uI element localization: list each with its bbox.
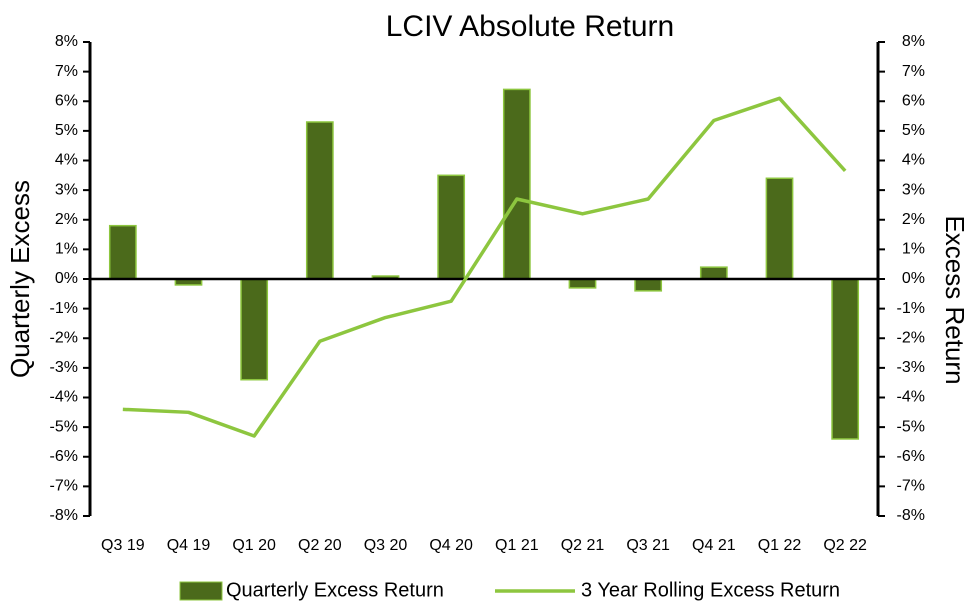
- y2-tick-label: 5%: [902, 122, 925, 139]
- bar: [240, 278, 269, 381]
- y2-tick-label: 8%: [902, 33, 925, 50]
- y-tick-label: 4%: [55, 152, 78, 169]
- bar: [305, 121, 334, 280]
- y-tick-label: 8%: [55, 33, 78, 50]
- x-tick-label: Q3 19: [101, 537, 145, 554]
- y2-tick-label: -7%: [897, 478, 925, 495]
- x-tick-label: Q3 20: [364, 537, 408, 554]
- y-tick-label: -4%: [50, 389, 78, 406]
- y-tick-label: 1%: [55, 241, 78, 258]
- y2-tick-label: -5%: [897, 418, 925, 435]
- bar: [502, 88, 531, 280]
- y2-tick-label: 0%: [902, 270, 925, 287]
- x-tick-label: Q4 21: [692, 537, 736, 554]
- bar: [108, 224, 137, 280]
- x-tick-label: Q3 21: [626, 537, 670, 554]
- legend-swatch: [179, 581, 223, 601]
- x-tick-label: Q1 21: [495, 537, 539, 554]
- y-tick-label: -6%: [50, 448, 78, 465]
- bar: [634, 278, 663, 292]
- y-axis-label: Quarterly Excess: [5, 180, 35, 378]
- y2-tick-label: 1%: [902, 241, 925, 258]
- y-tick-label: 7%: [55, 63, 78, 80]
- bar: [568, 278, 597, 289]
- y2-tick-label: -1%: [897, 300, 925, 317]
- bar: [765, 177, 794, 280]
- x-tick-label: Q1 20: [232, 537, 276, 554]
- y-tick-label: 0%: [55, 270, 78, 287]
- x-tick-label: Q4 20: [429, 537, 473, 554]
- y-tick-label: 2%: [55, 211, 78, 228]
- y2-tick-label: 6%: [902, 92, 925, 109]
- y2-tick-label: -6%: [897, 448, 925, 465]
- line: [122, 96, 847, 438]
- y-tick-label: -5%: [50, 418, 78, 435]
- y2-tick-label: -8%: [897, 507, 925, 524]
- bar: [699, 266, 728, 280]
- y-tick-label: -8%: [50, 507, 78, 524]
- bar: [437, 174, 466, 280]
- x-tick-label: Q1 22: [758, 537, 802, 554]
- y-tick-label: 6%: [55, 92, 78, 109]
- legend-label: Quarterly Excess Return: [226, 579, 444, 601]
- x-tick-label: Q2 22: [823, 537, 867, 554]
- y-tick-label: -7%: [50, 478, 78, 495]
- x-tick-label: Q2 20: [298, 537, 342, 554]
- y2-tick-label: 3%: [902, 181, 925, 198]
- y-tick-label: -1%: [50, 300, 78, 317]
- x-tick-label: Q2 21: [561, 537, 605, 554]
- legend-label: 3 Year Rolling Excess Return: [581, 579, 840, 601]
- x-tick-label: Q4 19: [167, 537, 211, 554]
- y2-tick-label: -4%: [897, 389, 925, 406]
- chart-title: LCIV Absolute Return: [386, 10, 675, 43]
- y-tick-label: 3%: [55, 181, 78, 198]
- bar: [831, 278, 860, 440]
- y-tick-label: 5%: [55, 122, 78, 139]
- y2-tick-label: 7%: [902, 63, 925, 80]
- y-tick-label: -3%: [50, 359, 78, 376]
- y2-tick-label: 2%: [902, 211, 925, 228]
- y2-tick-label: -3%: [897, 359, 925, 376]
- y2-tick-label: -2%: [897, 329, 925, 346]
- y-tick-label: -2%: [50, 329, 78, 346]
- y2-axis-label: Excess Return: [940, 215, 970, 384]
- y2-tick-label: 4%: [902, 152, 925, 169]
